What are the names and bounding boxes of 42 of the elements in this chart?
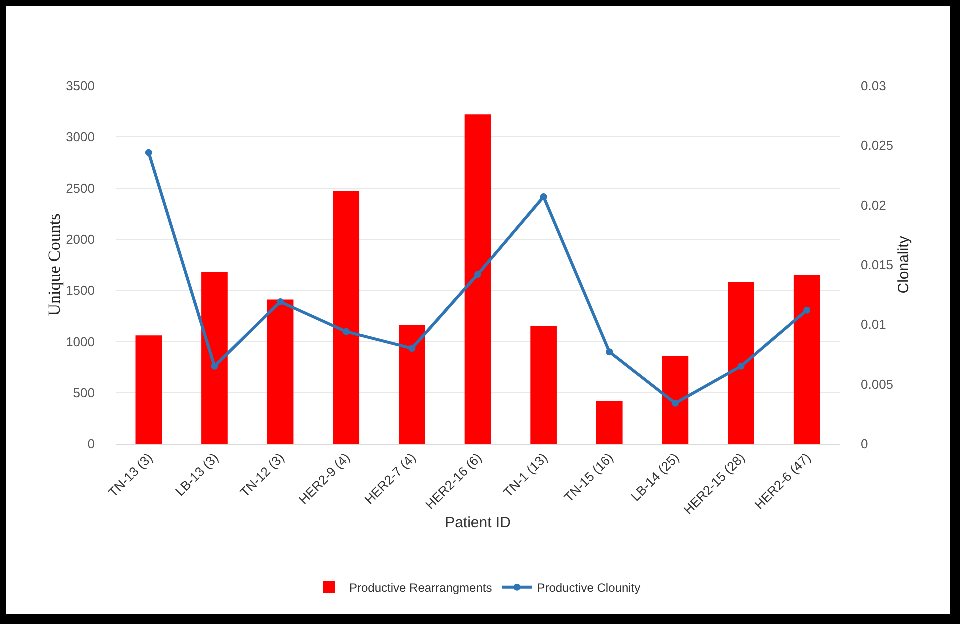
bar — [464, 114, 492, 444]
bar — [202, 272, 228, 444]
y-tick-label: 1000 — [66, 334, 95, 350]
x-axis-title: Patient ID — [445, 514, 512, 532]
point — [672, 400, 679, 407]
bar — [662, 356, 689, 444]
legend-label: Productive Clounity — [537, 581, 641, 596]
y2-tick-label: 0.02 — [861, 198, 886, 213]
bar — [530, 326, 557, 444]
y2-tick-label: 0.005 — [861, 376, 894, 392]
bar — [728, 282, 754, 444]
point — [211, 362, 218, 370]
point — [145, 149, 152, 156]
y-tick-label: 3500 — [66, 78, 95, 94]
bar — [794, 275, 820, 444]
point — [277, 298, 284, 306]
y-tick-label: 2000 — [66, 232, 95, 247]
point — [474, 271, 482, 278]
point — [540, 193, 548, 200]
y2-tick-label: 0.01 — [861, 317, 886, 332]
point — [408, 345, 416, 352]
point — [804, 306, 811, 314]
y2-tick-label: 0.025 — [861, 138, 894, 154]
point — [606, 348, 614, 356]
y2-tick-label: 0.03 — [861, 78, 886, 94]
point — [738, 362, 745, 370]
y2-tick-label: 0 — [861, 436, 868, 452]
bar — [596, 401, 623, 444]
y2-axis-title: Clonality — [896, 236, 913, 294]
y-tick-label: 0 — [88, 436, 95, 452]
bar — [267, 300, 294, 444]
point — [342, 328, 350, 336]
y-tick-label: 2500 — [66, 180, 95, 196]
y-tick-label: 500 — [73, 385, 95, 400]
bar — [136, 336, 162, 444]
y-tick-label: 1500 — [66, 283, 95, 298]
y-axis-title: Unique Counts — [45, 214, 64, 316]
legend-label: Productive Rearrangments — [350, 581, 492, 596]
y2-tick-label: 0.015 — [861, 258, 894, 273]
bar — [333, 191, 360, 444]
y-tick-label: 3000 — [66, 130, 95, 145]
bar — [399, 325, 426, 444]
